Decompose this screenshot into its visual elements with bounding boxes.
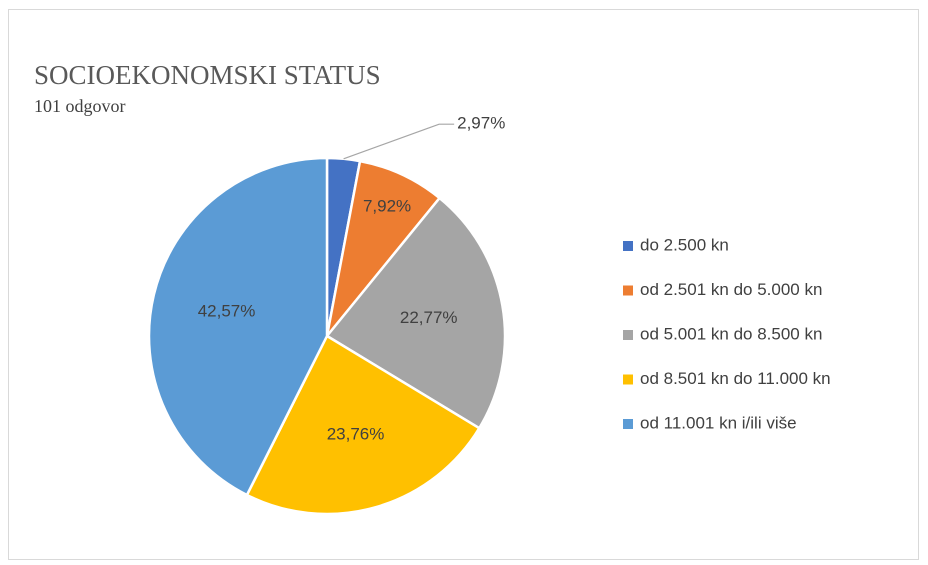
chart-subtitle: 101 odgovor — [34, 96, 126, 116]
data-label: 42,57% — [198, 302, 256, 321]
legend-label: od 2.501 kn do 5.000 kn — [640, 280, 822, 299]
pie-slice — [147, 156, 329, 497]
legend-swatch — [623, 419, 633, 429]
legend-label: od 11.001 kn i/ili više — [640, 413, 797, 432]
legend-label: od 5.001 kn do 8.500 kn — [640, 324, 822, 343]
legend-swatch — [623, 330, 633, 340]
pie-slice — [325, 196, 507, 430]
leader-line — [343, 123, 455, 160]
legend-swatch — [623, 374, 633, 385]
data-label: 22,77% — [400, 308, 458, 327]
legend-label: do 2.500 kn — [640, 235, 729, 254]
legend-label: od 8.501 kn do 11.000 kn — [640, 369, 831, 388]
legend-swatch — [623, 285, 633, 296]
data-label: 2,97% — [457, 114, 505, 133]
data-label: 23,76% — [327, 425, 385, 444]
legend-swatch — [623, 241, 633, 251]
chart-title: SOCIOEKONOMSKI STATUS — [34, 60, 381, 90]
data-label: 7,92% — [363, 196, 411, 215]
